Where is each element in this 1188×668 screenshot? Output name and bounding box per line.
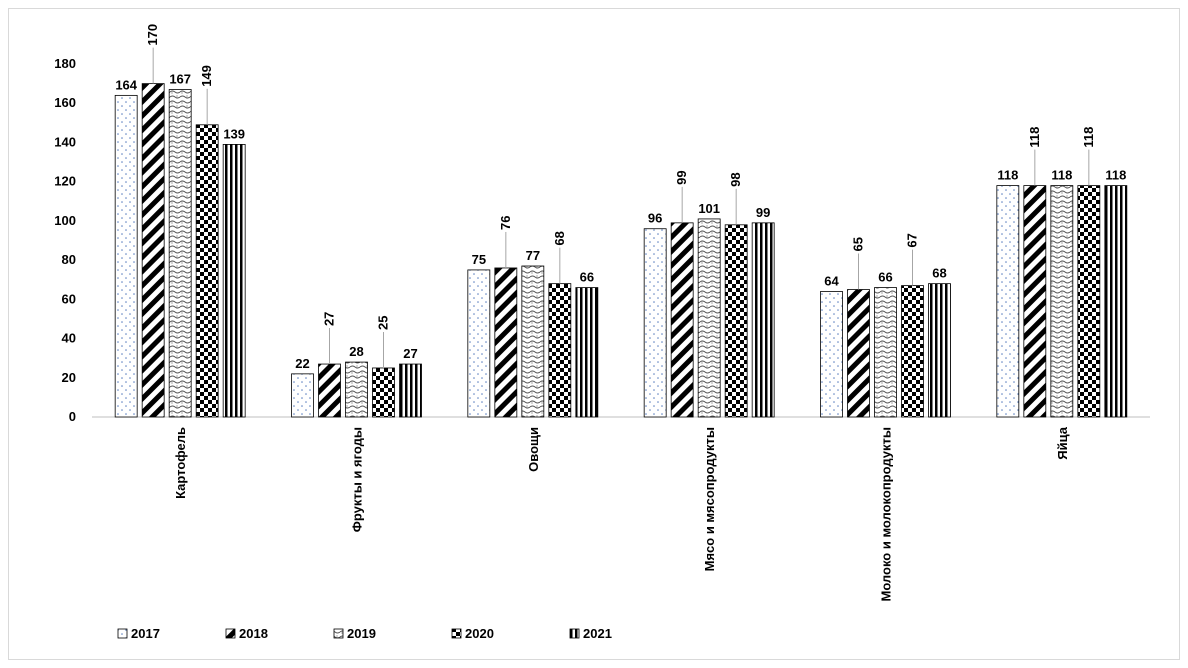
data-label: 68 [932, 266, 946, 281]
data-label: 118 [1081, 127, 1096, 148]
data-label: 64 [824, 273, 839, 288]
legend-swatch-2018 [225, 628, 236, 639]
data-label: 76 [498, 215, 513, 229]
bar-2021-4 [751, 222, 775, 418]
data-label: 101 [698, 201, 720, 216]
data-label: 25 [376, 316, 391, 330]
data-label: 22 [295, 356, 309, 371]
y-tick-label: 20 [62, 370, 76, 385]
data-label: 118 [1105, 168, 1126, 183]
bar-2017-6 [996, 185, 1020, 418]
data-label: 164 [115, 77, 137, 92]
bar-2017-1 [114, 94, 138, 418]
bar-2020-4 [724, 224, 748, 418]
bar-2018-2 [318, 363, 341, 418]
data-label: 96 [648, 211, 662, 226]
bars-group [114, 83, 1128, 418]
bar-2018-6 [1023, 185, 1047, 418]
bar-2021-1 [222, 144, 246, 418]
data-label: 99 [756, 205, 770, 220]
bar-2018-3 [494, 267, 518, 418]
bar-2019-4 [697, 218, 721, 418]
category-label: Фрукты и ягоды [350, 427, 365, 532]
category-label: Яйца [1055, 426, 1070, 459]
bar-2020-1 [195, 124, 219, 418]
y-tick-label: 60 [62, 291, 76, 306]
legend-label-2018: 2018 [239, 626, 268, 641]
y-tick-label: 180 [54, 56, 76, 71]
y-tick-label: 40 [62, 331, 76, 346]
bar-2018-5 [847, 289, 870, 418]
data-label: 66 [580, 270, 594, 285]
legend-label-2021: 2021 [583, 626, 612, 641]
data-label: 98 [728, 172, 743, 186]
category-label: Молоко и молокопродукты [879, 427, 894, 602]
bar-2020-3 [548, 283, 572, 418]
legend-label-2019: 2019 [347, 626, 376, 641]
bar-2021-5 [928, 283, 951, 418]
category-label: Овощи [526, 427, 541, 472]
y-axis: 0 20 40 60 80 100 120 140 160 180 [54, 56, 1150, 424]
bar-2021-6 [1104, 185, 1128, 418]
bar-2020-6 [1077, 185, 1101, 418]
data-label: 77 [526, 248, 540, 263]
y-tick-label: 0 [69, 409, 76, 424]
bar-2019-6 [1050, 185, 1074, 418]
data-label: 28 [349, 344, 363, 359]
data-label: 149 [199, 65, 214, 87]
bar-2018-4 [670, 222, 694, 418]
data-label: 67 [905, 233, 920, 247]
legend-swatch-2017 [117, 628, 128, 639]
data-label: 118 [1027, 127, 1042, 148]
data-label: 139 [223, 126, 245, 141]
bar-2021-3 [575, 287, 599, 418]
bar-2018-1 [141, 83, 165, 418]
y-tick-label: 80 [62, 252, 76, 267]
legend-label-2017: 2017 [131, 626, 160, 641]
y-tick-label: 160 [54, 95, 76, 110]
bar-2020-2 [372, 367, 395, 418]
y-tick-label: 120 [54, 174, 76, 189]
bar-2021-2 [399, 363, 422, 418]
bar-2019-1 [168, 89, 192, 418]
data-label: 118 [997, 168, 1018, 183]
category-label: Картофель [173, 427, 188, 499]
legend-swatch-2020 [451, 628, 462, 639]
data-label: 27 [322, 312, 337, 326]
bar-2017-4 [643, 228, 667, 418]
data-label: 65 [851, 237, 866, 251]
bar-2019-3 [521, 265, 545, 418]
bar-2017-3 [467, 269, 491, 418]
y-tick-label: 100 [54, 213, 76, 228]
bar-2020-5 [901, 285, 924, 418]
data-label: 27 [403, 346, 417, 361]
bar-2019-2 [345, 361, 368, 418]
bar-2019-5 [874, 287, 897, 418]
legend: 2017 2018 2019 2020 2021 [117, 626, 612, 641]
category-labels-group: Картофель Фрукты и ягоды Овощи Мясо и мясоп… [173, 426, 1070, 601]
data-label: 68 [552, 231, 567, 245]
data-label: 170 [145, 24, 160, 46]
bar-2017-2 [291, 373, 314, 418]
legend-swatch-2019 [333, 628, 344, 639]
data-label: 118 [1051, 168, 1072, 183]
data-label: 66 [878, 270, 892, 285]
data-label: 75 [472, 252, 486, 267]
bar-2017-5 [820, 291, 843, 418]
y-tick-label: 140 [54, 134, 76, 149]
data-labels-group: 164 170 167 149 139 22 27 28 25 27 75 76 77 68 66 96 99 1… [115, 24, 1126, 371]
legend-swatch-2021 [569, 628, 580, 639]
legend-label-2020: 2020 [465, 626, 494, 641]
data-label: 167 [169, 71, 191, 86]
category-label: Мясо и мясопродукты [702, 427, 717, 571]
data-label: 99 [674, 170, 689, 184]
